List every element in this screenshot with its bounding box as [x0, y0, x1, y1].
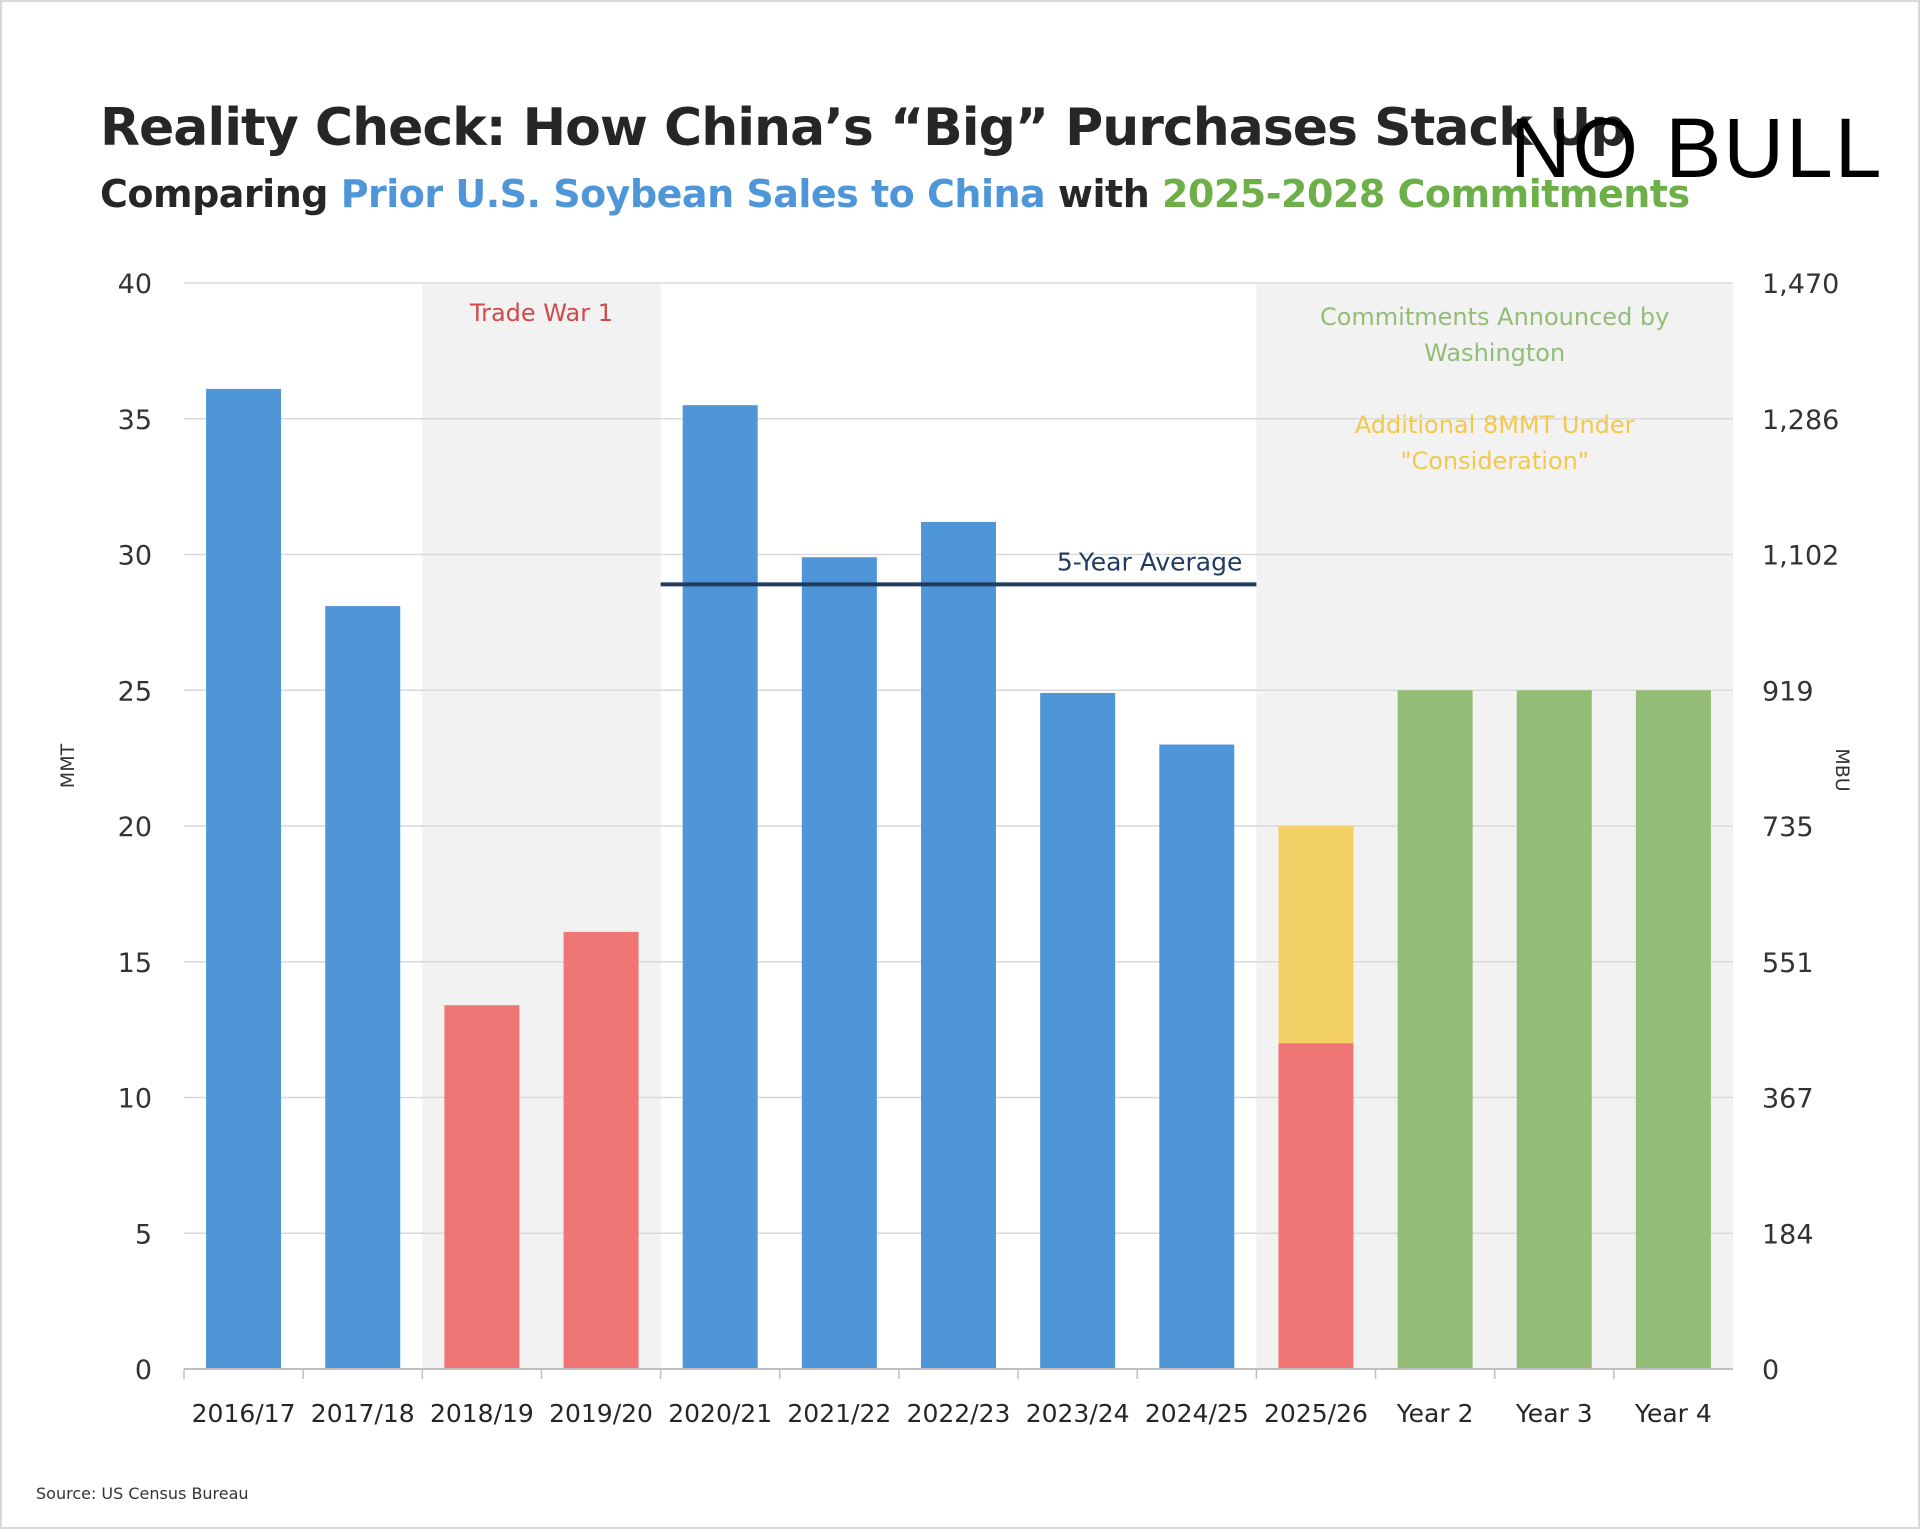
- y-tick-label: 20: [118, 812, 152, 843]
- y2-tick-label: 184: [1762, 1219, 1814, 1250]
- x-tick-label: 2020/21: [668, 1399, 772, 1428]
- bar-green: [1397, 690, 1473, 1369]
- y2-tick-label: 367: [1762, 1084, 1814, 1115]
- bar-blue: [682, 405, 758, 1369]
- y2-tick-label: 1,286: [1762, 405, 1839, 436]
- bar-red: [1278, 1043, 1354, 1369]
- x-tick-label: 2017/18: [311, 1399, 415, 1428]
- under-consideration-label-line2: "Consideration": [1400, 447, 1588, 475]
- y-tick-label: 10: [118, 1084, 152, 1115]
- commitments-label-line2: Washington: [1424, 339, 1565, 367]
- x-tick-label: 2018/19: [430, 1399, 534, 1428]
- subtitle-commitments: 2025-2028 Commitments: [1161, 172, 1690, 216]
- x-tick-label: 2022/23: [907, 1399, 1011, 1428]
- x-tick-label: Year 4: [1634, 1399, 1712, 1428]
- y-axis-title: MMT: [57, 743, 79, 788]
- bar-blue: [921, 521, 996, 1369]
- y2-tick-label: 1,470: [1762, 269, 1839, 300]
- bar-blue: [1040, 692, 1116, 1369]
- y2-tick-label: 919: [1762, 676, 1814, 707]
- y-tick-label: 0: [135, 1355, 152, 1386]
- y2-tick-label: 551: [1762, 948, 1814, 979]
- trade-war-label: Trade War 1: [469, 299, 613, 327]
- commitments-label: Commitments Announced by: [1320, 303, 1669, 331]
- x-tick-label: 2019/20: [549, 1399, 653, 1428]
- chart-title: Reality Check: How China’s “Big” Purchas…: [100, 98, 1627, 158]
- bar-blue: [801, 557, 877, 1369]
- no-bull-logo: NO BULL: [1510, 101, 1884, 195]
- bar-green: [1635, 690, 1711, 1369]
- subtitle-text: Comparing: [100, 172, 341, 216]
- bar-green: [1516, 690, 1592, 1369]
- chart-subtitle: Comparing Prior U.S. Soybean Sales to Ch…: [100, 172, 1690, 216]
- subtitle-prior-sales: Prior U.S. Soybean Sales to China: [340, 172, 1046, 216]
- y-tick-label: 15: [118, 948, 152, 979]
- x-tick-label: Year 2: [1396, 1399, 1474, 1428]
- source-note: Source: US Census Bureau: [36, 1484, 249, 1503]
- subtitle-text: with: [1045, 172, 1162, 216]
- x-tick-label: 2016/17: [192, 1399, 296, 1428]
- y2-tick-label: 735: [1762, 812, 1814, 843]
- bar-red: [563, 931, 639, 1369]
- under-consideration-label: Additional 8MMT Under: [1355, 411, 1635, 439]
- x-tick-label: 2025/26: [1264, 1399, 1368, 1428]
- y-tick-label: 25: [118, 676, 152, 707]
- bar-blue: [1159, 744, 1235, 1369]
- bar-yellow: [1278, 826, 1354, 1044]
- y2-axis-title: MBU: [1831, 748, 1853, 791]
- five-year-average-label: 5-Year Average: [1057, 547, 1243, 576]
- y-tick-label: 40: [118, 269, 152, 300]
- y-tick-label: 30: [118, 541, 152, 572]
- y2-tick-label: 0: [1762, 1355, 1779, 1386]
- x-tick-label: Year 3: [1515, 1399, 1593, 1428]
- y2-tick-label: 1,102: [1762, 541, 1839, 572]
- bar-red: [444, 1005, 520, 1369]
- x-tick-label: 2024/25: [1145, 1399, 1249, 1428]
- y-tick-label: 35: [118, 405, 152, 436]
- y-tick-label: 5: [135, 1219, 152, 1250]
- x-tick-label: 2021/22: [787, 1399, 891, 1428]
- bar-blue: [325, 606, 401, 1369]
- bar-blue: [206, 388, 282, 1369]
- x-tick-label: 2023/24: [1026, 1399, 1130, 1428]
